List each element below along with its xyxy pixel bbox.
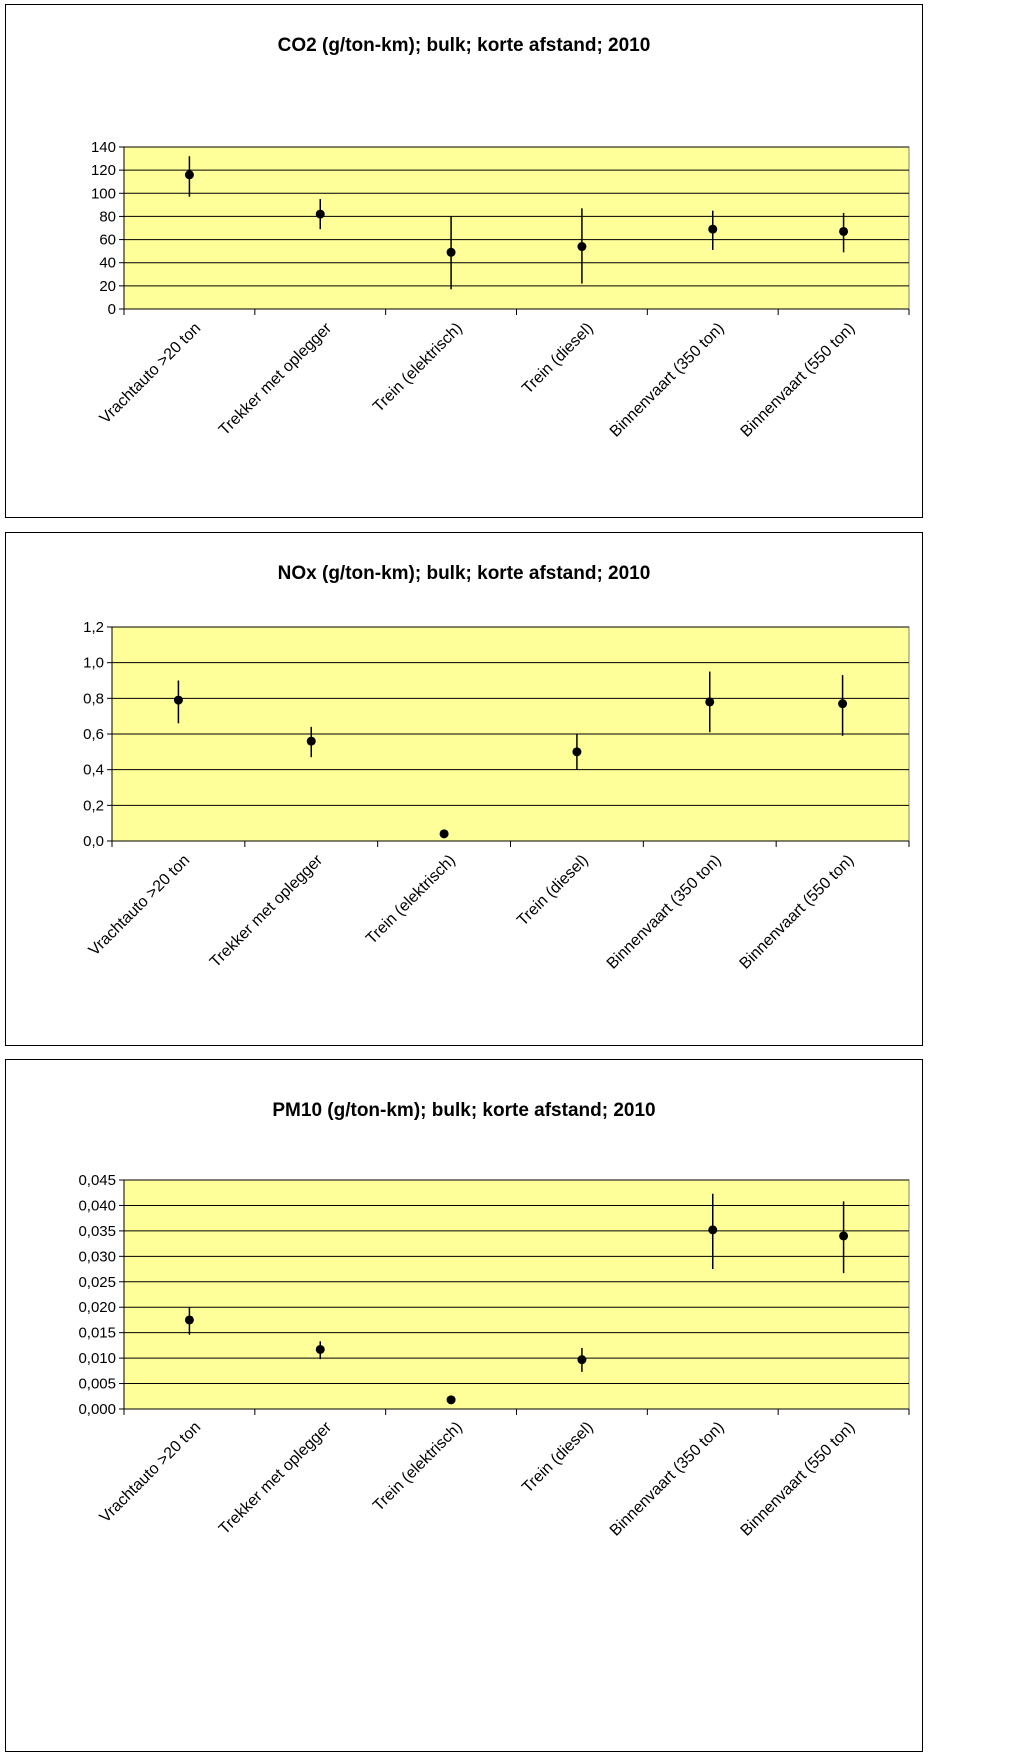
- y-tick-label: 100: [91, 185, 116, 202]
- y-tick-label: 140: [91, 139, 116, 156]
- y-tick-label: 0,020: [78, 1299, 116, 1316]
- y-tick-label: 0,045: [78, 1172, 116, 1189]
- y-tick-label: 0,015: [78, 1325, 116, 1342]
- y-tick-label: 0,000: [78, 1401, 116, 1418]
- x-tick-label: Binnenvaart (550 ton): [738, 1419, 859, 1540]
- y-tick-label: 0,040: [78, 1197, 116, 1214]
- chart-co2: 0 20 40 60 80 100 120 140 Vrachtauto >20 ton Trek…: [91, 139, 910, 441]
- y-tick-label: 0,4: [83, 762, 104, 779]
- data-point: [446, 1395, 456, 1405]
- x-tick-label: Vrachtauto >20 ton: [97, 320, 205, 428]
- y-tick-label: 0,0: [83, 833, 104, 850]
- y-tick-label: 0,2: [83, 797, 104, 814]
- y-tick-label: 60: [99, 232, 116, 249]
- y-tick-label: 0,010: [78, 1350, 116, 1367]
- plot-area: [123, 146, 910, 310]
- x-tick-label: Binnenvaart (550 ton): [738, 320, 859, 441]
- x-tick-label: Trein (diesel): [519, 1419, 597, 1497]
- y-tick-label: 0,035: [78, 1223, 116, 1240]
- y-tick-label: 0: [108, 301, 116, 318]
- data-point: [184, 1315, 194, 1325]
- data-point: [315, 209, 325, 219]
- chart-pm10: 0,000 0,005 0,010 0,015 0,020 0,025 0,030 0,035…: [78, 1172, 910, 1540]
- data-point: [577, 242, 587, 252]
- x-tick-label: Trein (diesel): [519, 320, 597, 398]
- x-tick-label: Trein (elektrisch): [370, 320, 466, 416]
- chart-panel-nox: NOx (g/ton-km); bulk; korte afstand; 201…: [5, 532, 923, 1046]
- data-point: [577, 1355, 587, 1365]
- y-tick-label: 0,025: [78, 1274, 116, 1291]
- x-tick-label: Vrachtauto >20 ton: [86, 852, 194, 960]
- x-tick-label: Binnenvaart (350 ton): [607, 1419, 728, 1540]
- chart-title: CO2 (g/ton-km); bulk; korte afstand; 201…: [277, 35, 651, 56]
- chart-title: PM10 (g/ton-km); bulk; korte afstand; 20…: [272, 1100, 656, 1121]
- data-point: [439, 829, 449, 839]
- chart-panel-co2: CO2 (g/ton-km); bulk; korte afstand; 201…: [5, 4, 923, 518]
- x-tick-label: Vrachtauto >20 ton: [97, 1419, 205, 1527]
- data-point: [446, 247, 456, 257]
- data-point: [315, 1344, 325, 1354]
- y-tick-label: 20: [99, 278, 116, 295]
- data-point: [708, 224, 718, 234]
- data-point: [705, 697, 715, 707]
- chart-panel-pm10: PM10 (g/ton-km); bulk; korte afstand; 20…: [5, 1059, 923, 1752]
- x-tick-label: Trekker met oplegger: [216, 319, 336, 439]
- plot-area: [123, 1179, 910, 1410]
- data-point: [173, 695, 183, 705]
- y-tick-label: 0,8: [83, 690, 104, 707]
- x-tick-label: Binnenvaart (350 ton): [604, 852, 725, 973]
- x-tick-label: Trekker met oplegger: [207, 851, 327, 971]
- x-tick-label: Trein (elektrisch): [363, 852, 459, 948]
- y-tick-label: 0,6: [83, 726, 104, 743]
- data-point: [838, 699, 848, 709]
- data-point: [184, 170, 194, 180]
- y-tick-label: 120: [91, 162, 116, 179]
- data-point: [839, 226, 849, 236]
- y-tick-label: 1,2: [83, 619, 104, 636]
- data-point: [708, 1225, 718, 1235]
- y-tick-label: 0,005: [78, 1376, 116, 1393]
- x-tick-label: Binnenvaart (350 ton): [607, 320, 728, 441]
- x-tick-label: Binnenvaart (550 ton): [737, 852, 858, 973]
- data-point: [306, 736, 316, 746]
- y-tick-label: 0,030: [78, 1248, 116, 1265]
- data-point: [572, 747, 582, 757]
- x-tick-label: Trein (elektrisch): [370, 1419, 466, 1515]
- y-tick-label: 80: [99, 208, 116, 225]
- data-point: [839, 1231, 849, 1241]
- y-tick-label: 1,0: [83, 655, 104, 672]
- y-tick-label: 40: [99, 255, 116, 272]
- chart-title: NOx (g/ton-km); bulk; korte afstand; 201…: [277, 563, 651, 584]
- x-tick-label: Trekker met oplegger: [216, 1418, 336, 1538]
- x-tick-label: Trein (diesel): [514, 852, 592, 930]
